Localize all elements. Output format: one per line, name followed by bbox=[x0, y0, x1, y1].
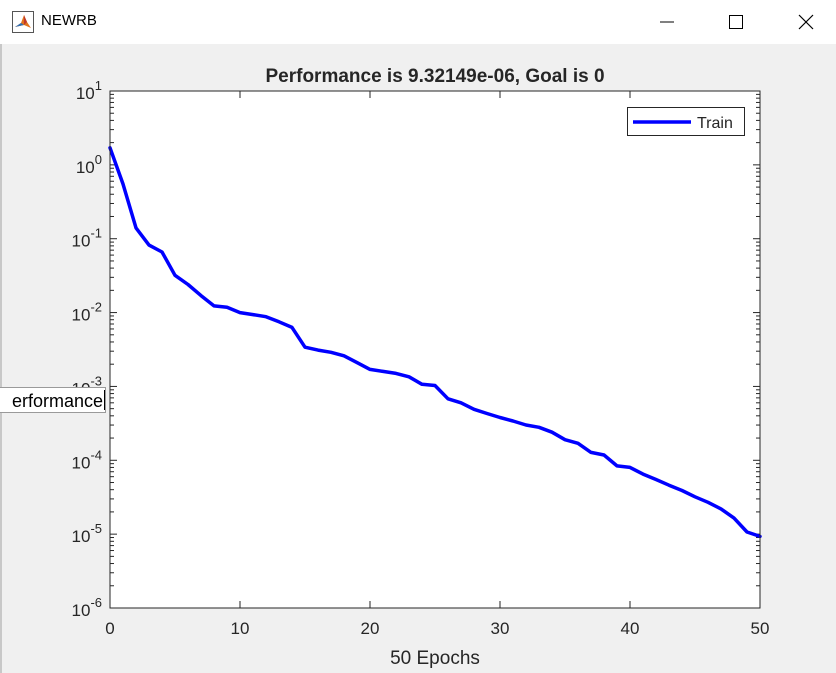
x-tick-label-1: 10 bbox=[231, 619, 250, 638]
window-left-edge bbox=[0, 44, 2, 673]
window-title: NEWRB bbox=[41, 12, 97, 29]
matlab-icon bbox=[12, 11, 34, 33]
close-icon bbox=[798, 14, 814, 30]
train-series-line bbox=[108, 146, 762, 539]
x-tick-label-3: 30 bbox=[491, 619, 510, 638]
x-axis-label: 50 Epochs bbox=[390, 648, 480, 669]
plot-area bbox=[110, 91, 760, 608]
x-tick-label-5: 50 bbox=[751, 619, 770, 638]
chart-title: Performance is 9.32149e-06, Goal is 0 bbox=[265, 66, 604, 87]
maximize-icon bbox=[729, 15, 743, 29]
y-tick-label-0: 101 bbox=[76, 78, 102, 103]
legend-train-label: Train bbox=[697, 115, 733, 132]
text-caret bbox=[104, 390, 105, 410]
y-tick-label-2: 10-1 bbox=[72, 226, 102, 251]
y-tick-label-3: 10-2 bbox=[72, 300, 102, 325]
close-button[interactable] bbox=[783, 0, 829, 44]
minimize-icon bbox=[660, 21, 674, 23]
maximize-button[interactable] bbox=[713, 0, 759, 44]
x-tick-label-0: 0 bbox=[105, 619, 114, 638]
window-titlebar: NEWRB bbox=[0, 0, 836, 44]
y-tick-label-1: 100 bbox=[76, 152, 102, 177]
y-tick-label-6: 10-5 bbox=[72, 521, 102, 546]
y-tick-label-5: 10-4 bbox=[72, 447, 102, 472]
minimize-button[interactable] bbox=[644, 0, 690, 44]
minor-ticks bbox=[110, 93, 760, 587]
ylabel-edit-field[interactable]: erformance bbox=[0, 387, 106, 413]
legend[interactable]: Train bbox=[627, 107, 745, 136]
plot-border bbox=[109, 90, 761, 609]
y-tick-label-7: 10-6 bbox=[72, 595, 102, 620]
x-tick-labels: 0 10 20 30 40 50 bbox=[105, 619, 769, 638]
x-tick-label-2: 20 bbox=[361, 619, 380, 638]
x-tick-label-4: 40 bbox=[621, 619, 640, 638]
ylabel-edit-text: erformance bbox=[11, 391, 103, 411]
